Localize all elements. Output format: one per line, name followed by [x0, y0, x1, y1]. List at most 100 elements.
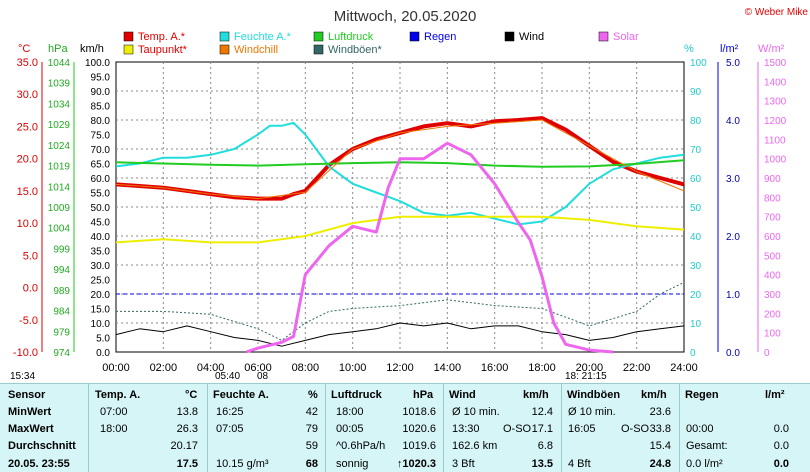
stats-wind-t-3: 3 Bft — [452, 458, 475, 470]
stats-label-3: 20.05. 23:55 — [8, 458, 70, 470]
stats-wind-v-3: 13.5 — [531, 458, 553, 470]
unit-lm2: l/m² — [720, 43, 739, 55]
legend-label: Taupunkt* — [138, 44, 188, 56]
hpa-tick: 999 — [53, 244, 70, 255]
legend-label: Wind — [519, 31, 544, 43]
x-tick: 14:00 — [434, 362, 462, 371]
solar-tick: 1400 — [764, 77, 787, 88]
solar-tick: 100 — [764, 329, 781, 340]
stats-wind-v-2: 6.8 — [537, 440, 553, 452]
stats-table: Sensor Temp. A. °C Feuchte A. % Luftdruc… — [0, 383, 810, 472]
hpa-tick: 994 — [53, 265, 70, 276]
legend-swatch — [219, 31, 230, 42]
rain-tick: 3.0 — [726, 174, 740, 185]
kmh-tick: 10.0 — [91, 319, 111, 330]
kmh-tick: 100.0 — [85, 58, 110, 69]
temp-tick: 25.0 — [17, 121, 38, 133]
stats-header-press-unit: hPa — [413, 389, 434, 401]
pct-tick: 20 — [690, 290, 702, 301]
unit-pct: % — [684, 43, 694, 55]
stats-press-v-0: 1018.6 — [402, 406, 436, 418]
legend-swatch — [123, 44, 134, 55]
temp-tick: 10.0 — [17, 218, 38, 230]
stats-hum-t-3: 10.15 g/m³ — [216, 458, 269, 470]
stats-hum-v-0: 42 — [305, 406, 318, 418]
legend-label: Regen — [424, 31, 456, 43]
stats-rain-t-2: Gesamt: — [686, 440, 728, 452]
pct-tick: 70 — [690, 145, 702, 156]
unit-wm2: W/m² — [758, 43, 785, 55]
stats-temp-v-0: 13.8 — [176, 406, 198, 418]
hpa-tick: 1004 — [48, 224, 71, 235]
kmh-tick: 50.0 — [91, 203, 111, 214]
stats-header-hum-unit: % — [308, 389, 318, 401]
timebar-sun-label: 08 — [257, 371, 269, 382]
stats-rain-t-1: 00:00 — [686, 423, 714, 435]
kmh-tick: 15.0 — [91, 305, 111, 316]
stats-wind-t-0: Ø 10 min. — [452, 406, 500, 418]
hpa-tick: 984 — [53, 307, 70, 318]
solar-tick: 200 — [764, 309, 781, 320]
stats-header-rain-unit: l/m² — [765, 389, 785, 401]
solar-tick: 1100 — [764, 135, 786, 146]
legend-swatch — [504, 31, 515, 42]
temp-tick: 35.0 — [17, 57, 38, 69]
legend-label: Feuchte A.* — [234, 31, 292, 43]
stats-gust-dir-1: O-SO — [621, 423, 650, 435]
pct-tick: 40 — [690, 232, 702, 243]
x-tick: 16:00 — [481, 362, 509, 371]
hpa-tick: 1024 — [48, 141, 71, 152]
temp-tick: 15.0 — [17, 186, 38, 198]
kmh-tick: 75.0 — [91, 131, 111, 142]
stats-temp-t-0: 07:00 — [100, 406, 128, 418]
temp-tick: 20.0 — [17, 154, 38, 166]
stats-header-rain: Regen — [685, 389, 719, 401]
kmh-tick: 45.0 — [91, 218, 111, 229]
stats-header-temp: Temp. A. — [95, 389, 141, 401]
solar-tick: 1300 — [764, 97, 787, 108]
stats-gust-v-3: 24.8 — [649, 458, 671, 470]
rain-tick: 2.0 — [726, 232, 740, 243]
x-tick: 06:00 — [244, 362, 272, 371]
rain-tick: 1.0 — [726, 290, 740, 301]
stats-wind-v-0: 12.4 — [531, 406, 553, 418]
stats-wind-v-1: 17.1 — [531, 423, 553, 435]
rain-tick: 5.0 — [726, 58, 740, 69]
stats-gust-v-2: 15.4 — [649, 440, 671, 452]
pct-tick: 80 — [690, 116, 702, 127]
x-tick: 24:00 — [670, 362, 698, 371]
kmh-tick: 80.0 — [91, 116, 111, 127]
series-feuchtea — [115, 121, 685, 226]
unit-kmh: km/h — [80, 43, 104, 55]
stats-temp-v-2: 20.17 — [170, 440, 198, 452]
stats-hum-v-2: 59 — [305, 440, 318, 452]
temp-tick: 30.0 — [17, 89, 38, 101]
stats-wind-t-2: 162.6 km — [452, 440, 498, 452]
stats-temp-t-1: 18:00 — [100, 423, 128, 435]
hpa-tick: 1029 — [48, 120, 71, 131]
chart-title: Mittwoch, 20.05.2020 — [334, 8, 477, 25]
kmh-tick: 5.0 — [96, 334, 110, 345]
series-solar — [245, 141, 614, 354]
unit-hpa: hPa — [48, 43, 68, 55]
kmh-tick: 60.0 — [91, 174, 111, 185]
solar-tick: 600 — [764, 232, 781, 243]
stats-rain-v-1: 0.0 — [773, 423, 789, 435]
stats-label-1: MaxWert — [8, 423, 54, 435]
stats-header-temp-unit: °C — [185, 389, 198, 401]
solar-tick: 1200 — [764, 116, 787, 127]
stats-gust-t-3: 4 Bft — [568, 458, 591, 470]
stats-header-wind: Wind — [449, 389, 476, 401]
stats-gust-v-0: 23.6 — [649, 406, 671, 418]
stats-gust-t-1: 16:05 — [568, 423, 596, 435]
solar-tick: 300 — [764, 290, 781, 301]
legend-swatch — [219, 44, 230, 55]
legend-swatch — [123, 31, 134, 42]
solar-tick: 1500 — [764, 58, 787, 69]
kmh-tick: 85.0 — [91, 102, 111, 113]
kmh-tick: 95.0 — [91, 73, 111, 84]
temp-tick: 5.0 — [23, 250, 38, 262]
pct-tick: 0 — [690, 348, 696, 359]
stats-header-gust-unit: km/h — [641, 389, 667, 401]
x-tick: 02:00 — [150, 362, 178, 371]
